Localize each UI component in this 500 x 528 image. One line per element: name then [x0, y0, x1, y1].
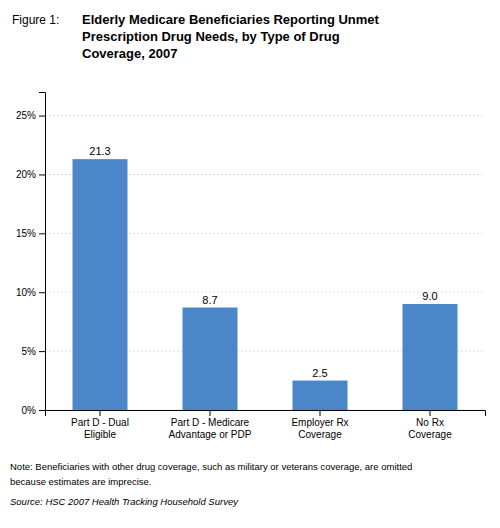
x-tick-label-line: Part D - Medicare	[171, 417, 250, 428]
title: Prescription Drug Needs, by Type of Drug	[82, 29, 340, 44]
y-axis-line	[39, 93, 46, 411]
bar	[183, 308, 238, 410]
y-tick-label: 25%	[16, 110, 36, 121]
y-tick: 15%	[16, 228, 45, 239]
x-tick-label-line: Coverage	[408, 429, 452, 440]
note: because estimates are imprecise.	[10, 476, 152, 487]
y-tick-label: 10%	[16, 287, 36, 298]
x-tick-label-line: Part D - Dual	[71, 417, 129, 428]
figure-label: Figure 1:	[12, 13, 59, 27]
x-tick-line	[430, 410, 431, 416]
y-tick-line	[39, 410, 45, 411]
x-tick: Part D - DualEligible	[71, 410, 129, 440]
y-tick-label: 20%	[16, 169, 36, 180]
grid	[45, 116, 485, 410]
x-tick-line	[210, 410, 211, 416]
y-tick: 0%	[22, 405, 45, 416]
data-label: 21.3	[89, 145, 110, 157]
x-tick-line	[100, 410, 101, 416]
data-label: 8.7	[202, 294, 217, 306]
title: Coverage, 2007	[82, 46, 177, 61]
y-tick-label: 15%	[16, 228, 36, 239]
bar	[293, 381, 348, 410]
y-tick-label: 5%	[22, 346, 37, 357]
y-tick: 10%	[16, 287, 45, 298]
data-label: 2.5	[312, 367, 327, 379]
grid-line	[45, 115, 485, 116]
x-tick-label-line: Eligible	[84, 429, 117, 440]
title: Elderly Medicare Beneficiaries Reporting…	[82, 12, 380, 27]
x-tick-label-line: Employer Rx	[291, 417, 348, 428]
y-tick-label: 0%	[22, 405, 37, 416]
chart-svg: Figure 1: Elderly Medicare Beneficiaries …	[0, 0, 500, 528]
x-tick-label-line: No Rx	[416, 417, 444, 428]
x-tick-line	[320, 410, 321, 416]
x-tick-label: Employer RxCoverage	[291, 417, 348, 440]
x-tick: Part D - MedicareAdvantage or PDP	[169, 410, 252, 440]
x-tick-label-line: Coverage	[298, 429, 342, 440]
x-tick-label: No RxCoverage	[408, 417, 452, 440]
y-tick-line	[39, 116, 45, 117]
x-axis-line	[46, 411, 486, 417]
y-axis: 0% 5% 10% 15% 20% 25%	[16, 93, 46, 416]
y-tick-line	[39, 292, 45, 293]
x-tick-label-line: Advantage or PDP	[169, 429, 252, 440]
x-tick: No RxCoverage	[408, 410, 452, 440]
x-tick-label: Part D - MedicareAdvantage or PDP	[169, 417, 252, 440]
data-labels: 21.3 8.7 2.5 9.0	[89, 145, 437, 378]
source: Source: HSC 2007 Health Tracking Househo…	[10, 496, 239, 507]
y-tick-line	[39, 174, 45, 175]
note: Note: Beneficiaries with other drug cove…	[10, 461, 412, 472]
x-tick-label: Part D - DualEligible	[71, 417, 129, 440]
plot: 21.3 8.7 2.5 9.0 0% 5% 10% 15% 20% 25% Part D - Du…	[16, 93, 486, 441]
bars	[73, 159, 458, 410]
data-label: 9.0	[422, 290, 437, 302]
y-tick-line	[39, 351, 45, 352]
y-tick: 25%	[16, 110, 45, 121]
bar	[73, 159, 128, 410]
x-tick: Employer RxCoverage	[291, 410, 348, 440]
x-axis: Part D - DualEligible Part D - MedicareAd…	[46, 410, 486, 440]
y-tick: 5%	[22, 346, 45, 357]
y-tick: 20%	[16, 169, 45, 180]
bar	[403, 304, 458, 410]
chart-container: Figure 1: Elderly Medicare Beneficiaries …	[0, 0, 500, 528]
y-tick-line	[39, 233, 45, 234]
